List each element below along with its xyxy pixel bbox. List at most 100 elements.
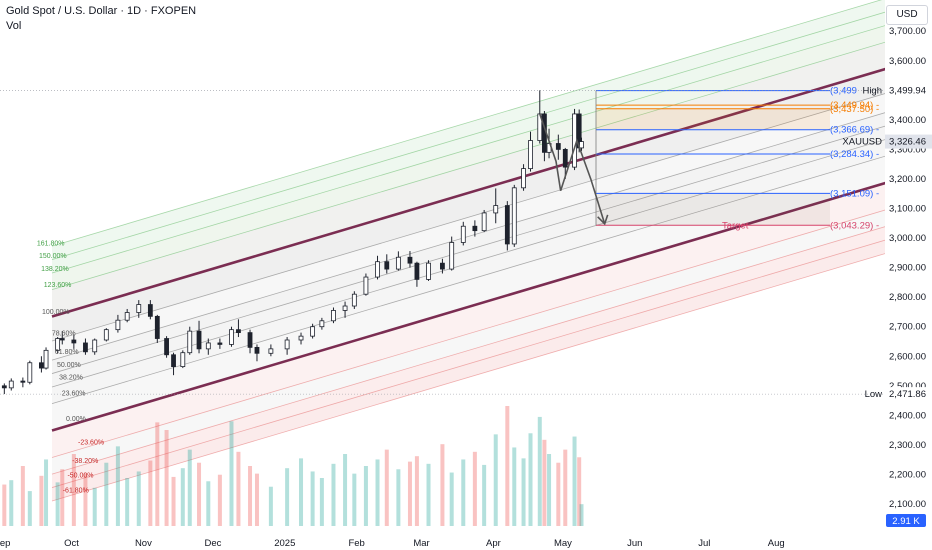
fib-label: 161.80% — [37, 240, 65, 247]
time-tick-label: May — [554, 538, 572, 549]
symbol-title[interactable]: Gold Spot / U.S. Dollar · 1D · FXOPEN — [6, 5, 197, 17]
volume-bar — [461, 459, 466, 526]
volume-bar — [115, 446, 120, 526]
candle-body — [254, 346, 260, 354]
candle-body — [136, 304, 142, 313]
volume-bar — [363, 466, 368, 526]
target-zone — [596, 193, 830, 226]
fib-zone — [52, 25, 885, 290]
volume-bar — [285, 468, 290, 526]
candle-body — [460, 225, 466, 243]
fib-zone — [52, 12, 885, 274]
volume-bar — [268, 486, 273, 526]
volume-bar — [44, 459, 49, 526]
volume-bar — [180, 468, 185, 526]
fib-label: 38.20% — [59, 375, 83, 382]
price-tick-label: 3,300.00 — [889, 144, 926, 155]
volume-bar — [299, 458, 304, 526]
volume-bar — [148, 460, 153, 526]
fib-zone — [52, 126, 885, 388]
target-label: Target — [722, 220, 749, 231]
volume-bar — [542, 439, 547, 526]
candle-body — [196, 330, 202, 350]
volume-bar — [577, 457, 582, 526]
time-tick-label: Jun — [627, 538, 642, 549]
fib-label: -23.60% — [78, 439, 104, 446]
price-tick-label: 3,100.00 — [889, 204, 926, 215]
candle-body — [1, 385, 7, 389]
fib-zone — [52, 42, 885, 317]
fib-label: -38.20% — [72, 458, 98, 465]
fib-line--50.00% — [51, 239, 885, 488]
time-tick-label: Oct — [64, 538, 79, 549]
time-tick-label: Nov — [135, 538, 152, 549]
plot-area: 161.80% 150.00% 138.20% 123.60% 100.00% 78.60… — [1, 0, 885, 526]
level-price-label: (3,284.34) - — [830, 149, 879, 160]
candle-body — [205, 342, 211, 350]
price-axis-bg — [885, 0, 932, 550]
price-tick-label: 3,000.00 — [889, 233, 926, 244]
candle-body — [55, 338, 61, 351]
fib-zone — [52, 69, 885, 341]
volume-bar — [528, 433, 533, 526]
volume-bar — [229, 421, 234, 526]
fib-zone — [52, 93, 885, 361]
time-tick-label: Feb — [348, 538, 364, 549]
volume-bar — [556, 462, 561, 526]
fib-label: -61.80% — [63, 488, 89, 495]
price-tick-label: 2,800.00 — [889, 292, 926, 303]
price-tick-label: 3,400.00 — [889, 115, 926, 126]
fib-line--23.60% — [51, 209, 885, 458]
volume-bar — [55, 482, 60, 526]
volume-bar — [20, 466, 25, 526]
fib-label: 0.00% — [66, 416, 86, 423]
fib-line-38.20% — [51, 139, 885, 388]
candle-body — [351, 293, 357, 307]
price-marker-label: High — [862, 85, 882, 96]
candle-body — [579, 141, 584, 149]
candle-body — [528, 140, 533, 170]
candle-body — [8, 380, 14, 389]
time-axis-bg — [0, 538, 932, 550]
candle-body — [511, 187, 517, 245]
volume-bar — [9, 480, 14, 526]
time-tick-label: Mar — [413, 538, 429, 549]
candle-body — [375, 261, 380, 278]
price-tick-label: 2,600.00 — [889, 351, 926, 362]
candle-body — [310, 326, 316, 337]
volume-bar — [493, 434, 498, 526]
candle-body — [331, 310, 336, 322]
fib-label: 150.00% — [39, 253, 67, 260]
volume-bar — [39, 475, 44, 526]
volume-bar — [384, 449, 389, 526]
candle-body — [268, 348, 274, 354]
volume-bar — [352, 473, 357, 526]
volume-bar — [563, 449, 568, 526]
candle-body — [180, 352, 186, 367]
level-price-label: (3,366.69) - — [830, 125, 879, 136]
volume-indicator-label[interactable]: Vol — [6, 20, 22, 32]
volume-bar — [155, 422, 160, 526]
price-tick-label: 2,700.00 — [889, 322, 926, 333]
candle-body — [504, 205, 510, 245]
fib-line-100.00% — [51, 67, 885, 318]
time-tick-label: Sep — [0, 538, 10, 549]
volume-bar — [440, 444, 445, 526]
fib-label: -50.00% — [67, 473, 93, 480]
fib-label: 100.00% — [42, 309, 70, 316]
candle-body — [187, 330, 193, 354]
time-tick-label: Jul — [698, 538, 710, 549]
candle-body — [20, 380, 26, 383]
fib-line--38.20% — [51, 226, 885, 475]
price-tick-label: 2,500.00 — [889, 381, 926, 392]
volume-bar — [343, 454, 348, 526]
currency-button[interactable]: USD — [886, 5, 928, 25]
candle-body — [555, 143, 561, 150]
candle-body — [247, 332, 253, 348]
volume-bar — [579, 504, 584, 526]
volume-bar — [310, 471, 315, 526]
fib-line-0.00% — [51, 181, 885, 432]
volume-bar — [482, 464, 487, 526]
